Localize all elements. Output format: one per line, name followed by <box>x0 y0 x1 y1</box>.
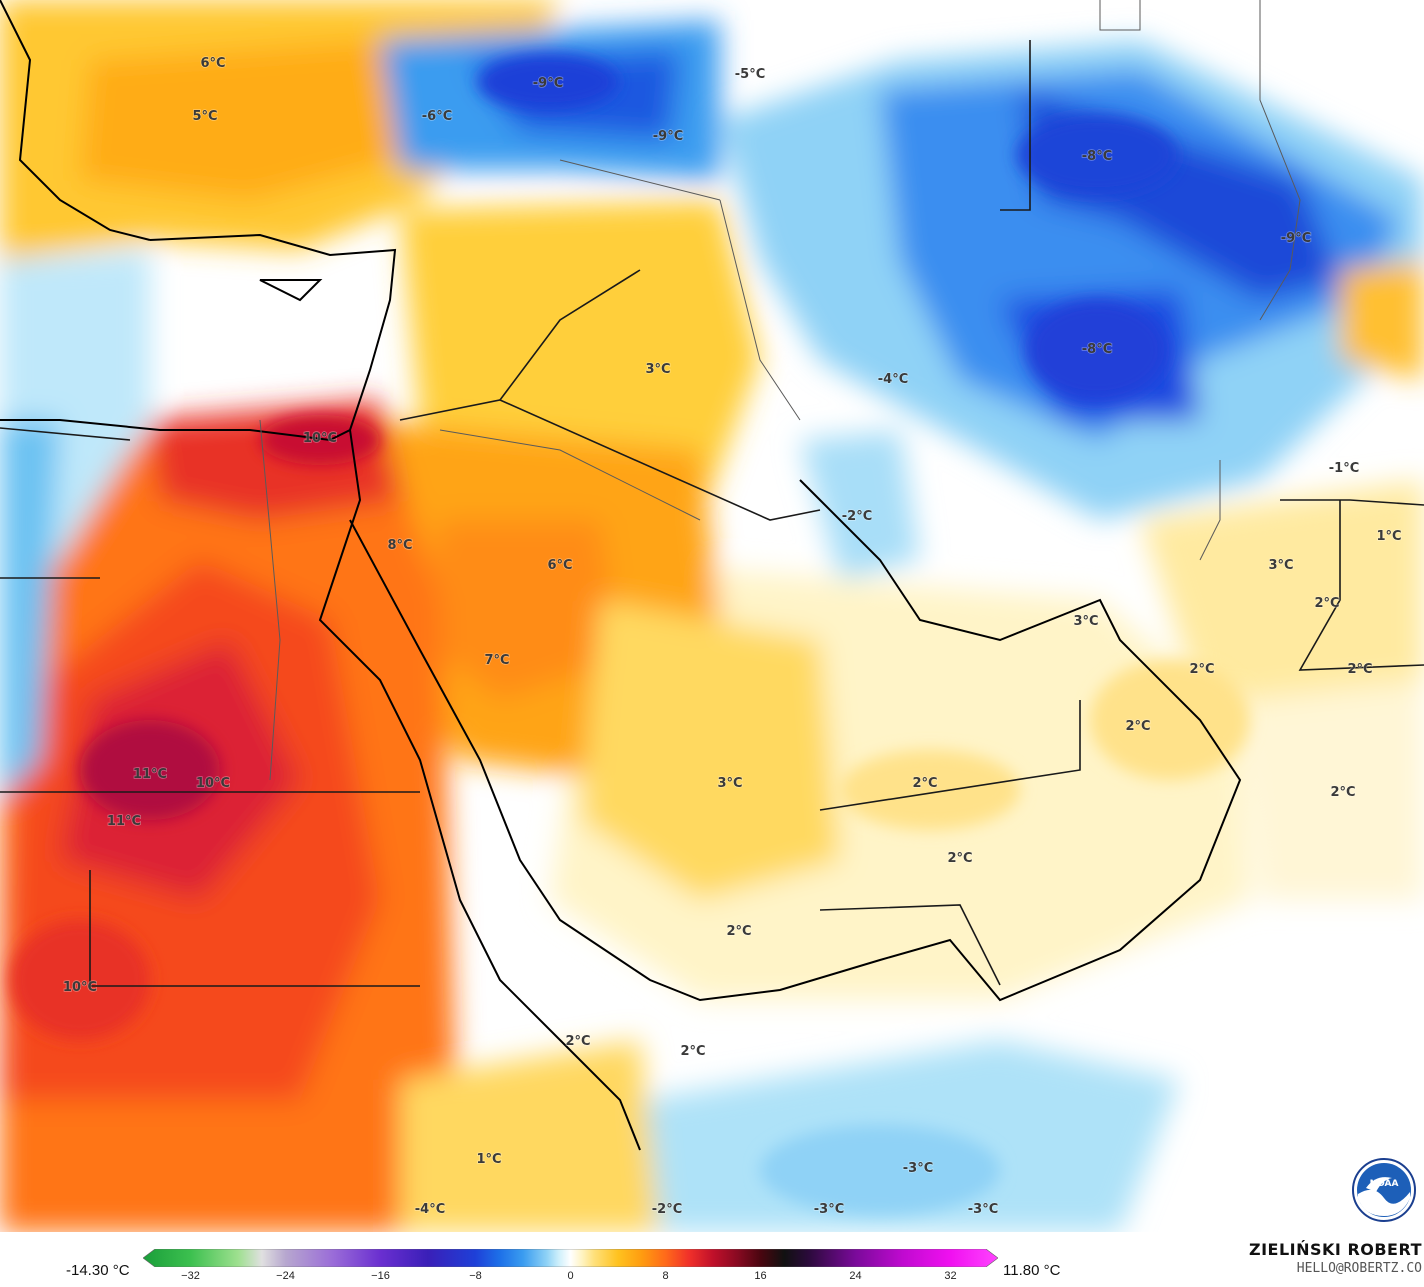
color-scale-tick: −24 <box>276 1270 295 1282</box>
color-scale-tick: −16 <box>371 1270 390 1282</box>
temperature-label: -6°C <box>422 109 452 124</box>
legend-bar: -14.30 °C −32 −24 −16 −8 0 8 16 24 32 11.80 °C Z… <box>0 1232 1424 1287</box>
temperature-label: 2°C <box>726 924 751 939</box>
temperature-labels: 6°C 5°C -9°C -6°C -9°C -5°C -8°C -9°C -8°C -4°C -1… <box>62 55 1402 1218</box>
color-scale-tick: 0 <box>567 1270 574 1282</box>
temperature-label: -9°C <box>1281 231 1311 246</box>
temperature-label: -8°C <box>1082 149 1112 164</box>
color-scale-tick: −8 <box>469 1270 482 1282</box>
temperature-label: 2°C <box>1314 596 1339 611</box>
color-scale <box>143 1249 998 1267</box>
temperature-label: -4°C <box>878 372 908 387</box>
temperature-label: 2°C <box>947 851 972 866</box>
color-scale-tick: 16 <box>754 1270 767 1282</box>
temperature-label: -9°C <box>533 76 563 91</box>
temperature-map: 6°C 5°C -9°C -6°C -9°C -5°C -8°C -9°C -8°C -4°C -1… <box>0 0 1424 1232</box>
temperature-label: -2°C <box>652 1202 682 1217</box>
temperature-label: 10°C <box>196 776 230 791</box>
temperature-label: 3°C <box>1073 614 1098 629</box>
color-scale-ticks: −32 −24 −16 −8 0 8 16 24 32 <box>143 1270 998 1286</box>
temperature-label: -8°C <box>1082 342 1112 357</box>
temperature-label: -9°C <box>653 129 683 144</box>
temperature-label: 8°C <box>387 538 412 553</box>
temperature-label: 3°C <box>645 362 670 377</box>
temperature-label: 6°C <box>200 56 225 71</box>
temperature-label: 2°C <box>1125 719 1150 734</box>
temperature-label: 10°C <box>303 431 337 446</box>
color-scale-tick: 32 <box>944 1270 957 1282</box>
min-temperature-label: -14.30 °C <box>66 1262 130 1279</box>
noaa-logo-icon: NOAA <box>1352 1158 1416 1222</box>
temperature-field <box>0 0 1424 1232</box>
country-borders <box>0 0 1424 1151</box>
temperature-label: 2°C <box>565 1034 590 1049</box>
author-credit: ZIELIŃSKI ROBERT HELLO@ROBERTZ.CO <box>1249 1240 1422 1276</box>
temperature-label: 10°C <box>63 980 97 995</box>
temperature-label: 5°C <box>192 109 217 124</box>
temperature-label: 1°C <box>476 1152 501 1167</box>
color-scale-tick: 8 <box>662 1270 669 1282</box>
temperature-detail <box>10 54 1250 1215</box>
temperature-label: -3°C <box>968 1202 998 1217</box>
temperature-label: 2°C <box>1189 662 1214 677</box>
temperature-label: 7°C <box>484 653 509 668</box>
temperature-label: 11°C <box>133 767 167 782</box>
temperature-label: -1°C <box>1329 461 1359 476</box>
temperature-label: 3°C <box>1268 558 1293 573</box>
temperature-label: -3°C <box>814 1202 844 1217</box>
noaa-logo-text: NOAA <box>1370 1179 1399 1189</box>
temperature-label: -5°C <box>735 67 765 82</box>
map-canvas: 6°C 5°C -9°C -6°C -9°C -5°C -8°C -9°C -8°C -4°C -1… <box>0 0 1424 1232</box>
temperature-label: -4°C <box>415 1202 445 1217</box>
temperature-label: 2°C <box>680 1044 705 1059</box>
max-temperature-label: 11.80 °C <box>1003 1262 1061 1279</box>
temperature-label: 2°C <box>912 776 937 791</box>
temperature-label: 2°C <box>1330 785 1355 800</box>
temperature-label: -2°C <box>842 509 872 524</box>
temperature-label: 2°C <box>1347 662 1372 677</box>
temperature-label: 3°C <box>717 776 742 791</box>
color-scale-gradient <box>143 1249 998 1267</box>
author-email: HELLO@ROBERTZ.CO <box>1296 1261 1422 1276</box>
color-scale-tick: 24 <box>849 1270 862 1282</box>
temperature-label: 11°C <box>107 814 141 829</box>
temperature-label: -3°C <box>903 1161 933 1176</box>
color-scale-tick: −32 <box>181 1270 200 1282</box>
temperature-label: 6°C <box>547 558 572 573</box>
author-name: ZIELIŃSKI ROBERT <box>1248 1240 1422 1259</box>
temperature-label: 1°C <box>1376 529 1401 544</box>
